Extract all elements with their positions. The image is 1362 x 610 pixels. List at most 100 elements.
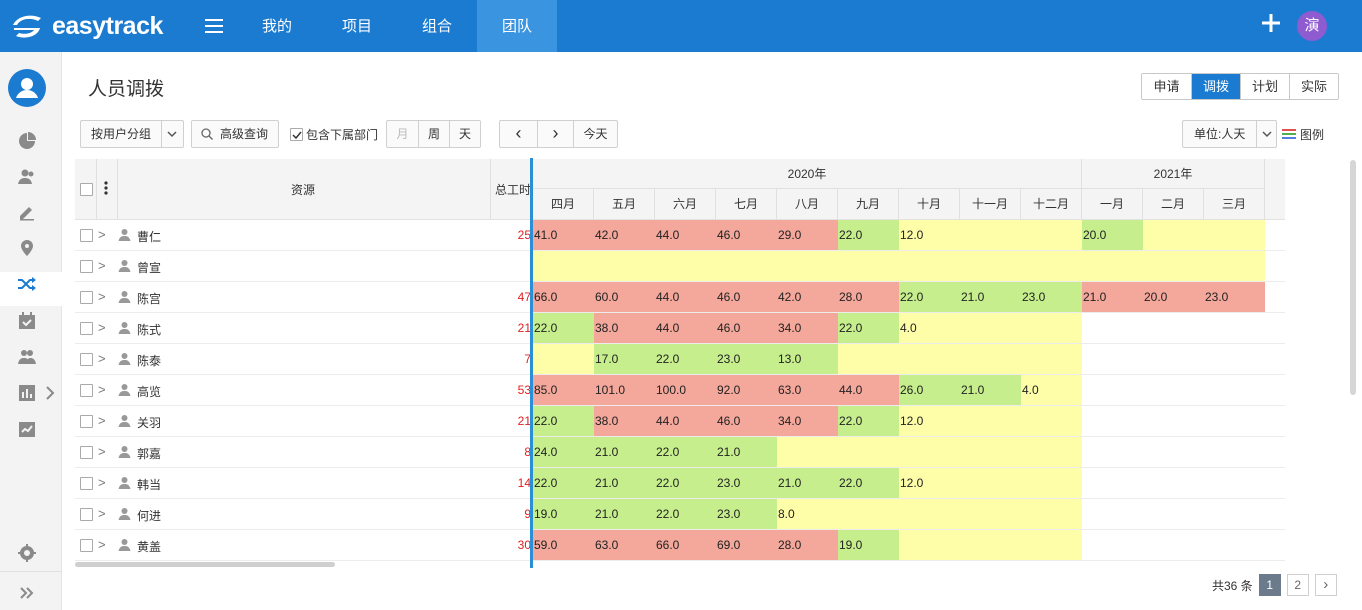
next-page-button[interactable]: › <box>1314 574 1337 596</box>
expand-chevron-icon[interactable]: > <box>98 227 106 242</box>
user-profile-icon[interactable] <box>8 69 46 107</box>
allocation-cell[interactable]: 44.0 <box>655 220 716 250</box>
allocation-cell[interactable]: 44.0 <box>838 375 899 405</box>
row-checkbox[interactable] <box>80 260 93 273</box>
allocation-cell[interactable]: 21.0 <box>594 499 655 529</box>
allocation-cell[interactable]: 69.0 <box>716 530 777 560</box>
allocation-cell[interactable] <box>1021 499 1082 529</box>
table-row[interactable]: > 陈宫 47 66.0 60.0 44.0 46.0 42.0 28.0 22.0 21.0 23.… <box>75 282 1285 313</box>
allocation-cell[interactable] <box>838 437 899 467</box>
allocation-cell[interactable] <box>1082 251 1143 281</box>
team-icon[interactable] <box>17 347 37 367</box>
allocation-cell[interactable]: 22.0 <box>838 313 899 343</box>
allocation-cell[interactable] <box>899 530 960 560</box>
allocation-cell[interactable]: 46.0 <box>716 220 777 250</box>
allocation-cell[interactable] <box>533 344 594 374</box>
allocation-cell[interactable] <box>1021 220 1082 250</box>
resource-column-header[interactable]: 资源 <box>291 183 316 197</box>
page-1-button[interactable]: 1 <box>1258 574 1281 596</box>
allocation-cell[interactable]: 22.0 <box>838 468 899 498</box>
allocation-cell[interactable]: 19.0 <box>533 499 594 529</box>
row-checkbox[interactable] <box>80 384 93 397</box>
allocation-cell[interactable]: 34.0 <box>777 313 838 343</box>
allocation-cell[interactable]: 38.0 <box>594 313 655 343</box>
allocation-cell[interactable]: 46.0 <box>716 313 777 343</box>
table-row[interactable]: > 郭嘉 8 24.0 21.0 22.0 21.0 <box>75 437 1285 468</box>
row-checkbox[interactable] <box>80 446 93 459</box>
table-row[interactable]: > 韩当 14 22.0 21.0 22.0 23.0 21.0 22.0 12.0 <box>75 468 1285 499</box>
unit-select[interactable]: 单位:人天 <box>1182 120 1277 148</box>
allocation-cell[interactable]: 22.0 <box>655 344 716 374</box>
allocation-cell[interactable]: 20.0 <box>1143 282 1204 312</box>
expand-icon[interactable] <box>17 583 37 603</box>
logo[interactable]: easytrack <box>10 10 163 42</box>
range-week[interactable]: 周 <box>418 121 449 147</box>
allocation-cell[interactable]: 21.0 <box>777 468 838 498</box>
nav-item-mine[interactable]: 我的 <box>261 18 292 35</box>
expand-chevron-icon[interactable]: > <box>98 351 106 366</box>
allocation-cell[interactable]: 23.0 <box>716 344 777 374</box>
timeline-divider[interactable] <box>530 158 533 568</box>
allocation-cell[interactable]: 4.0 <box>899 313 960 343</box>
allocation-cell[interactable] <box>777 437 838 467</box>
allocation-cell[interactable]: 66.0 <box>533 282 594 312</box>
chevron-right-icon[interactable] <box>40 383 60 403</box>
allocation-cell[interactable]: 44.0 <box>655 406 716 436</box>
allocation-cell[interactable]: 23.0 <box>716 499 777 529</box>
row-checkbox[interactable] <box>80 229 93 242</box>
table-row[interactable]: > 陈泰 7 17.0 22.0 23.0 13.0 <box>75 344 1285 375</box>
group-by-select[interactable]: 按用户分组 <box>80 120 184 148</box>
users-icon[interactable] <box>17 167 37 187</box>
row-checkbox[interactable] <box>80 508 93 521</box>
allocation-cell[interactable]: 24.0 <box>533 437 594 467</box>
allocation-cell[interactable] <box>838 499 899 529</box>
allocation-cell[interactable]: 22.0 <box>533 313 594 343</box>
allocation-cell[interactable]: 42.0 <box>777 282 838 312</box>
allocation-cell[interactable]: 21.0 <box>716 437 777 467</box>
allocation-cell[interactable]: 44.0 <box>655 313 716 343</box>
table-row[interactable]: > 黄盖 30 59.0 63.0 66.0 69.0 28.0 19.0 <box>75 530 1285 561</box>
allocation-cell[interactable]: 92.0 <box>716 375 777 405</box>
allocation-cell[interactable]: 38.0 <box>594 406 655 436</box>
allocation-cell[interactable]: 34.0 <box>777 406 838 436</box>
allocation-cell[interactable] <box>960 344 1021 374</box>
allocation-cell[interactable] <box>1143 220 1204 250</box>
expand-chevron-icon[interactable]: > <box>98 506 106 521</box>
expand-chevron-icon[interactable]: > <box>98 320 106 335</box>
allocation-cell[interactable]: 28.0 <box>777 530 838 560</box>
allocation-cell[interactable]: 42.0 <box>594 220 655 250</box>
allocation-cell[interactable]: 22.0 <box>655 437 716 467</box>
allocation-cell[interactable] <box>960 251 1021 281</box>
range-month[interactable]: 月 <box>396 127 409 141</box>
table-row[interactable]: > 陈式 21 22.0 38.0 44.0 46.0 34.0 22.0 4.0 <box>75 313 1285 344</box>
allocation-cell[interactable] <box>960 220 1021 250</box>
allocation-cell[interactable] <box>960 468 1021 498</box>
allocation-cell[interactable]: 46.0 <box>716 406 777 436</box>
allocation-cell[interactable] <box>1021 406 1082 436</box>
allocation-cell[interactable] <box>1143 251 1204 281</box>
row-checkbox[interactable] <box>80 291 93 304</box>
allocation-cell[interactable]: 21.0 <box>594 437 655 467</box>
allocation-cell[interactable]: 22.0 <box>655 499 716 529</box>
shuffle-icon[interactable] <box>17 274 37 294</box>
allocation-cell[interactable]: 59.0 <box>533 530 594 560</box>
allocation-cell[interactable]: 21.0 <box>960 282 1021 312</box>
row-checkbox[interactable] <box>80 353 93 366</box>
advanced-search-button[interactable]: 高级查询 <box>191 120 279 148</box>
allocation-cell[interactable]: 46.0 <box>716 282 777 312</box>
checkbox-checked[interactable] <box>290 128 303 141</box>
column-menu-icon[interactable] <box>104 181 108 195</box>
tab-actual[interactable]: 实际 <box>1289 74 1338 99</box>
pie-chart-icon[interactable] <box>17 131 37 151</box>
allocation-cell[interactable] <box>1204 251 1265 281</box>
allocation-cell[interactable] <box>899 251 960 281</box>
allocation-cell[interactable]: 21.0 <box>594 468 655 498</box>
allocation-cell[interactable] <box>1021 468 1082 498</box>
nav-item-portfolio[interactable]: 组合 <box>421 18 452 35</box>
nav-item-team[interactable]: 团队 <box>477 0 557 52</box>
next-button[interactable]: › <box>537 121 573 147</box>
allocation-cell[interactable]: 22.0 <box>899 282 960 312</box>
row-checkbox[interactable] <box>80 415 93 428</box>
allocation-cell[interactable] <box>960 313 1021 343</box>
allocation-cell[interactable]: 23.0 <box>716 468 777 498</box>
